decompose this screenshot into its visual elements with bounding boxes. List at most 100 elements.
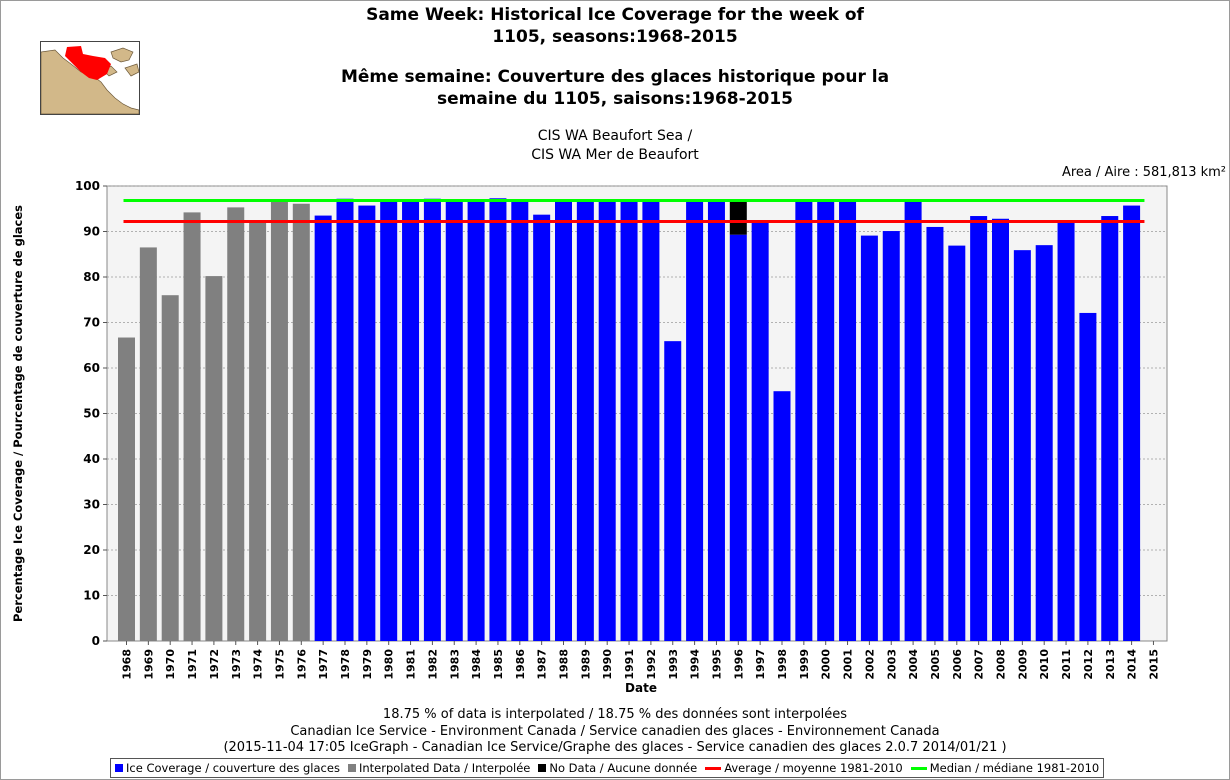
bar-1973 (227, 207, 245, 641)
bar-1995 (707, 199, 725, 641)
x-tick-label: 1988 (558, 649, 571, 680)
x-tick-label: 1975 (273, 649, 286, 680)
x-tick-label: 1991 (623, 649, 636, 680)
x-tick-label: 1977 (317, 649, 330, 680)
bar-1969 (139, 247, 157, 642)
x-tick-label: 1990 (601, 649, 614, 680)
bar-1978 (336, 198, 354, 642)
bar-1979 (358, 205, 376, 641)
x-tick-label: 1996 (732, 649, 745, 680)
title-fr-line1: Même semaine: Couverture des glaces hist… (340, 67, 890, 87)
legend-label-median: Median / médiane 1981-2010 (929, 761, 1100, 775)
region-map-inset (40, 41, 140, 115)
bar-1990 (598, 201, 616, 641)
bar-1977 (314, 215, 332, 641)
bar-1989 (576, 201, 594, 641)
x-tick-label: 1971 (186, 649, 199, 680)
x-tick-label: 1981 (405, 649, 418, 680)
no-data-segment-1996 (729, 201, 747, 235)
bar-1985 (489, 198, 507, 641)
x-tick-label: 2011 (1060, 649, 1073, 680)
bar-2002 (860, 235, 878, 641)
bar-2001 (839, 199, 857, 641)
bar-1996 (729, 234, 747, 641)
bar-1984 (467, 199, 485, 641)
legend-label-no-data: No Data / Aucune donnée (549, 761, 698, 775)
x-tick-label: 1989 (579, 649, 592, 680)
bar-1975 (270, 201, 288, 642)
bar-1998 (773, 391, 791, 641)
y-tick-label: 60 (83, 361, 100, 375)
chart-title-french: Même semaine: Couverture des glaces hist… (0, 66, 1230, 110)
x-tick-label: 2013 (1104, 649, 1117, 680)
bar-1968 (118, 337, 135, 641)
region-name-french: CIS WA Mer de Beaufort (531, 147, 699, 163)
bar-1991 (620, 199, 638, 641)
x-tick-label: 1986 (514, 649, 527, 680)
bar-2004 (904, 199, 922, 641)
x-tick-label: 2001 (842, 649, 855, 680)
x-tick-label: 1984 (470, 649, 483, 680)
legend-label-interpolated: Interpolated Data / Interpolée (358, 761, 531, 775)
bar-2000 (817, 199, 835, 641)
area-label: Area / Aire : 581,813 km² (1061, 165, 1226, 180)
bar-1992 (642, 201, 660, 641)
x-tick-label: 1979 (361, 649, 374, 680)
y-tick-label: 90 (83, 225, 100, 239)
bar-1988 (555, 199, 572, 641)
legend-swatch-ice (115, 764, 123, 772)
y-tick-label: 0 (92, 634, 100, 648)
bar-2006 (948, 245, 966, 642)
legend-item-no-data: No Data / Aucune donnée (538, 761, 697, 775)
x-tick-label: 1968 (121, 649, 134, 680)
legend-item-ice: Ice Coverage / couverture des glaces (115, 761, 340, 775)
bar-2013 (1101, 216, 1119, 641)
legend-swatch-median (910, 766, 927, 770)
generation-info: (2015-11-04 17:05 IceGraph - Canadian Ic… (223, 740, 1007, 755)
x-tick-label: 2003 (885, 649, 898, 680)
x-tick-label: 1974 (252, 649, 265, 680)
x-tick-label: 1976 (295, 649, 308, 680)
x-tick-label: 1987 (536, 649, 549, 680)
bar-2005 (926, 226, 944, 641)
bar-2011 (1057, 222, 1075, 641)
x-axis-label: Date (625, 681, 657, 695)
x-tick-label: 1985 (492, 649, 505, 680)
bar-1976 (292, 203, 310, 641)
legend-item-interpolated: Interpolated Data / Interpolée (347, 761, 531, 775)
x-tick-label: 2002 (863, 649, 876, 680)
bar-2010 (1035, 245, 1053, 641)
bar-2009 (1013, 250, 1031, 641)
x-tick-label: 1995 (710, 649, 723, 680)
x-tick-label: 1992 (645, 649, 658, 680)
y-tick-label: 20 (83, 543, 100, 557)
bar-1970 (161, 295, 179, 641)
x-tick-label: 1970 (164, 649, 177, 680)
bar-1999 (795, 199, 813, 641)
chart-title-english: Same Week: Historical Ice Coverage for t… (0, 4, 1230, 48)
bar-1994 (686, 200, 704, 642)
x-tick-label: 1972 (208, 649, 221, 680)
bar-1987 (533, 214, 551, 642)
legend-swatch-no-data (538, 764, 547, 772)
region-name-english: CIS WA Beaufort Sea / (537, 128, 693, 144)
x-tick-label: 2009 (1016, 649, 1029, 680)
bar-1993 (664, 341, 682, 641)
title-en-line2: 1105, seasons:1968-2015 (492, 27, 738, 47)
x-tick-label: 1982 (426, 649, 439, 680)
x-tick-label: 1997 (754, 649, 767, 680)
x-tick-label: 1993 (667, 649, 680, 680)
y-axis-label: Percentage Ice Coverage / Pourcentage de… (11, 205, 25, 622)
x-tick-label: 2010 (1038, 649, 1051, 680)
bar-1983 (445, 199, 463, 641)
chart-legend: Ice Coverage / couverture des glaces Int… (110, 758, 1105, 778)
x-tick-label: 1980 (383, 649, 396, 680)
bar-1972 (205, 276, 223, 641)
y-tick-label: 30 (83, 498, 100, 512)
legend-item-median: Median / médiane 1981-2010 (910, 761, 1100, 775)
x-tick-label: 2007 (973, 649, 986, 680)
y-tick-label: 80 (83, 270, 100, 284)
x-tick-label: 2012 (1082, 649, 1095, 680)
legend-item-average: Average / moyenne 1981-2010 (705, 761, 903, 775)
bar-1974 (249, 222, 267, 641)
